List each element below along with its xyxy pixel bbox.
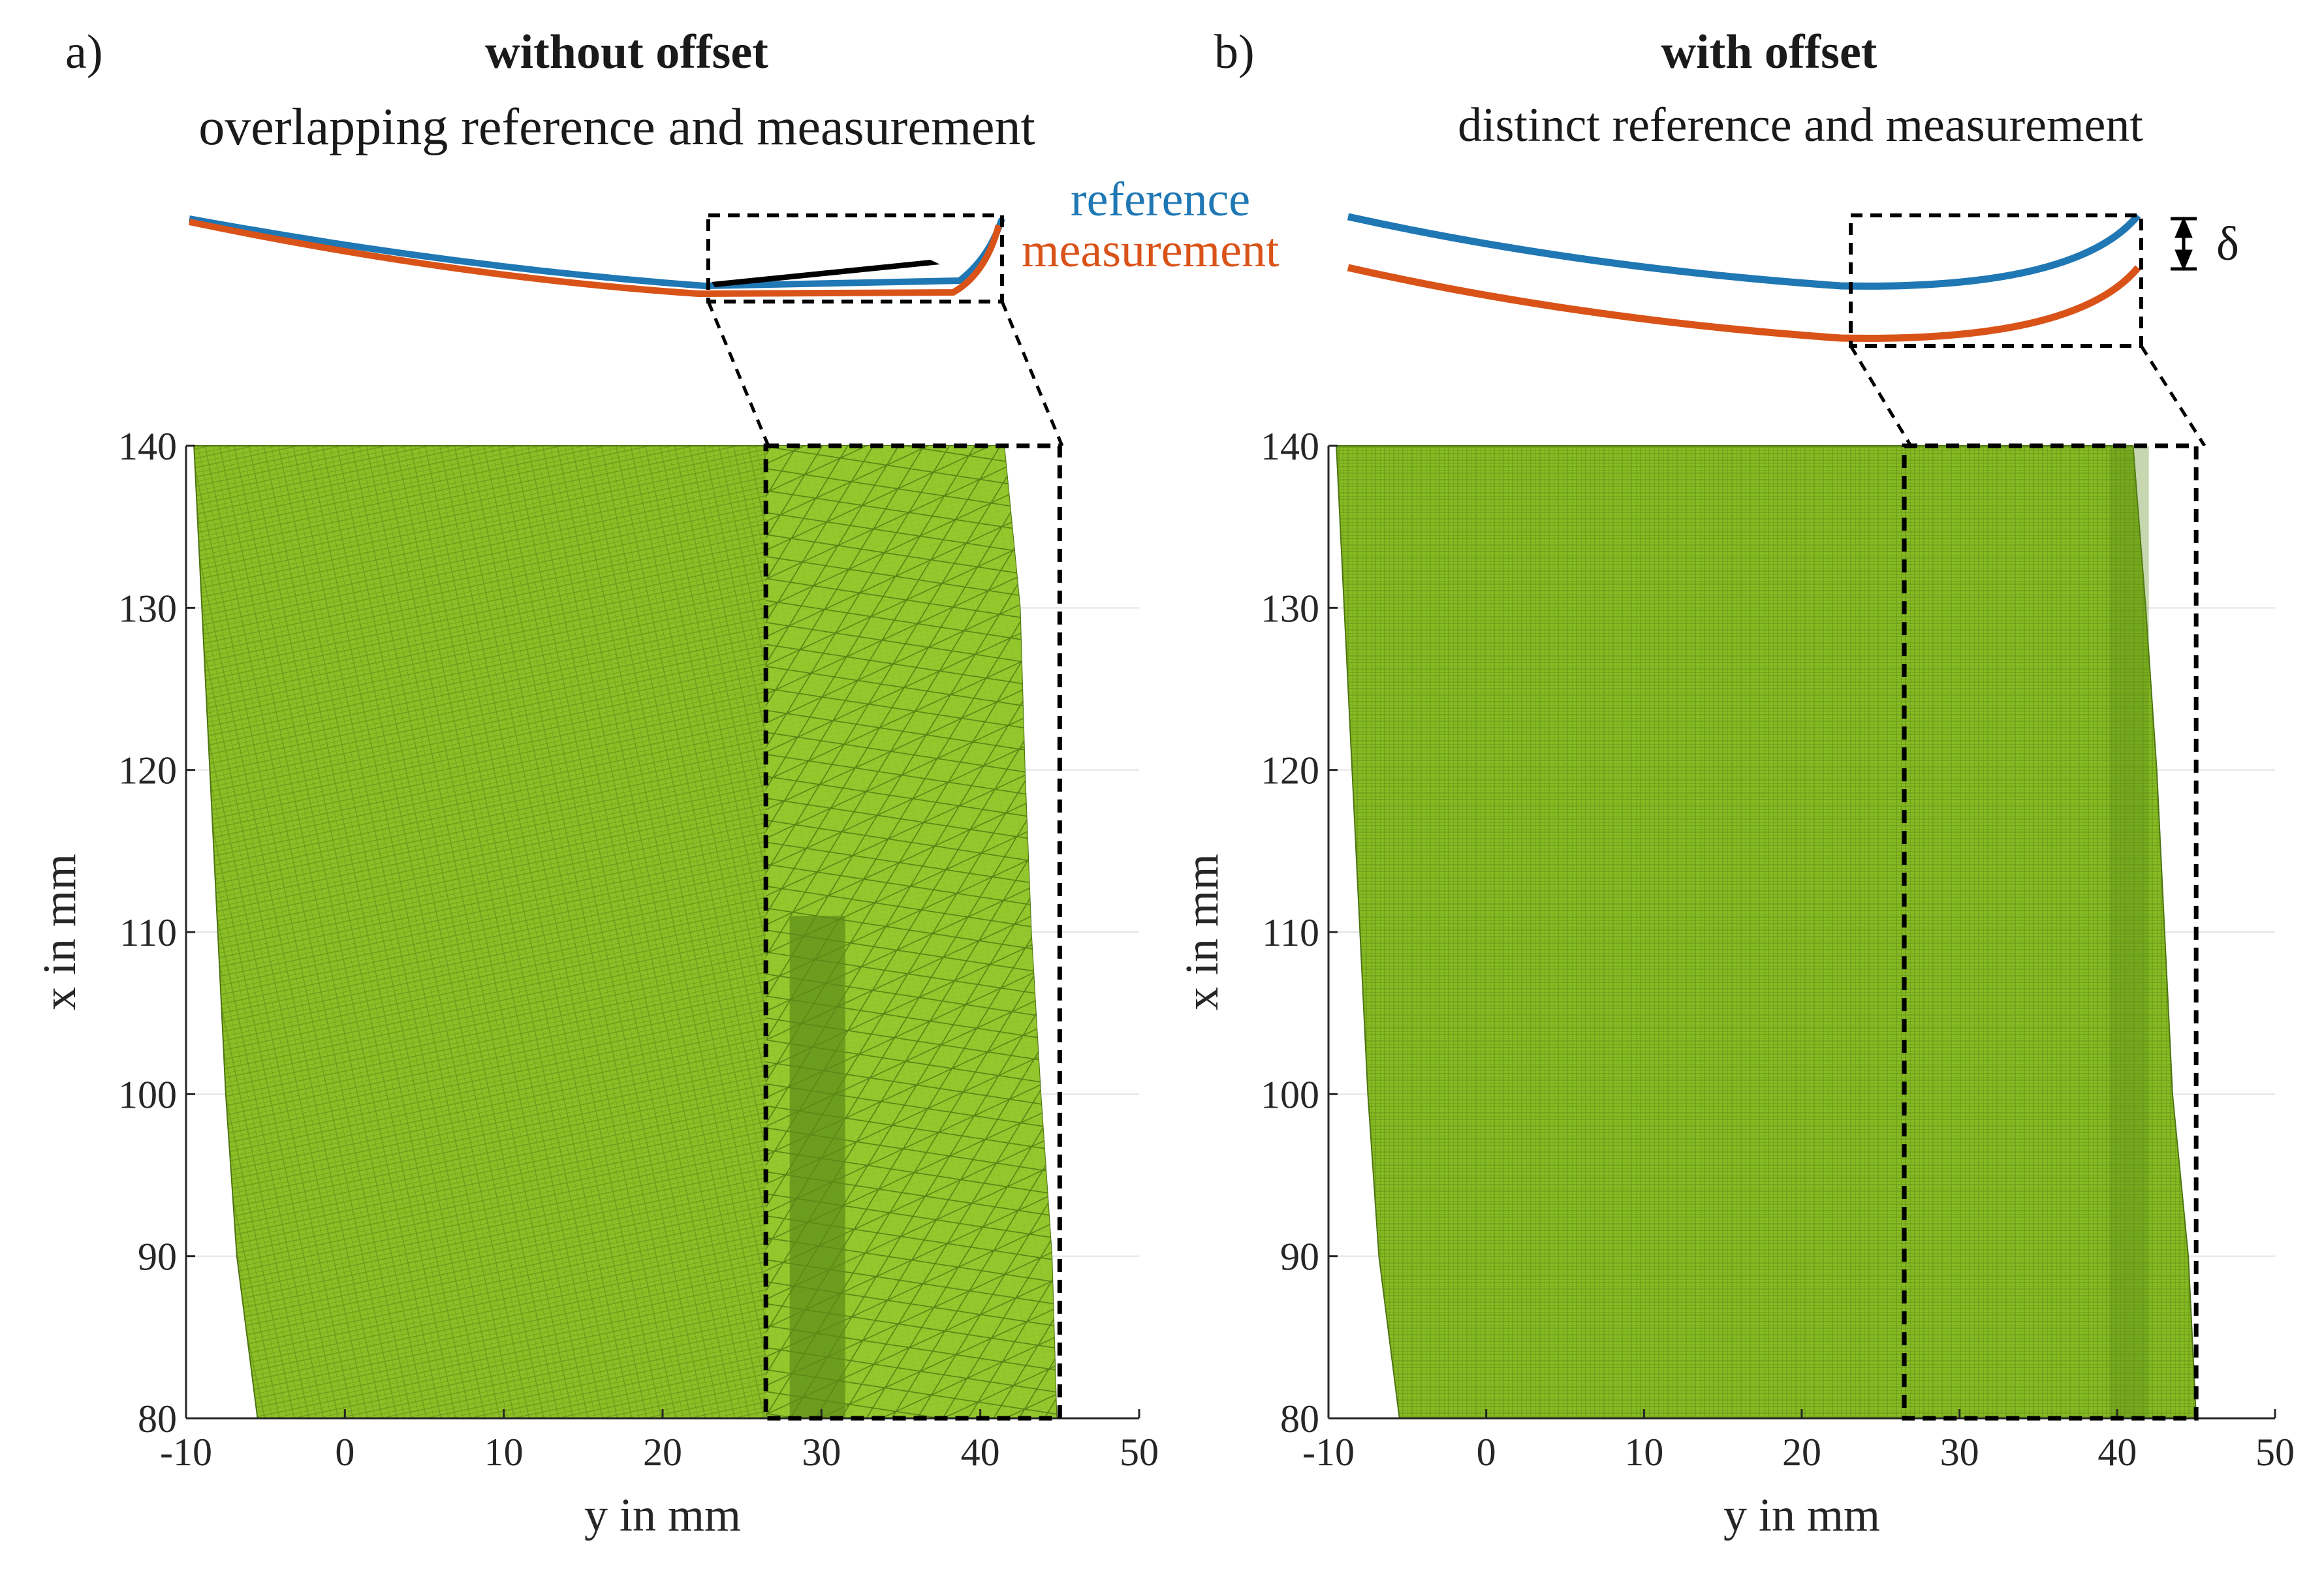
y-tick-label-b: 140 [1261, 425, 1319, 468]
profile-sketch-b [1347, 213, 2197, 348]
panel-a-title: without offset [485, 25, 768, 79]
legend-reference: reference [1071, 173, 1250, 226]
zoom-connectors-a [706, 301, 1064, 446]
zoom-box-top-a [706, 213, 1004, 304]
x-tick-label-b: 40 [2097, 1431, 2137, 1474]
offset-delta-label: δ [2216, 217, 2239, 271]
zoom-box-a [763, 443, 1062, 1421]
x-tick-label-a: 30 [802, 1431, 841, 1474]
x-tick-label-b: 20 [1782, 1431, 1821, 1474]
edge-strip-b [2109, 446, 2149, 1418]
panel-a-subtitle: overlapping reference and measurement [198, 99, 1035, 156]
panel-b-label: b) [1214, 25, 1255, 79]
reference-curve-a [189, 215, 1005, 290]
x-tick-label-a: 40 [961, 1431, 1000, 1474]
y-axis-label-a: x in mm [33, 854, 86, 1010]
x-tick-label-b: 50 [2255, 1431, 2295, 1474]
y-tick-label-a: 80 [138, 1397, 177, 1440]
x-tick-label-a: 50 [1120, 1431, 1159, 1474]
plot-a: -10 0 10 20 30 40 50 80 90 100 110 120 130 140 y in mm… [33, 425, 1159, 1541]
x-axis-label-b: y in mm [1723, 1489, 1880, 1541]
x-axis-label-a: y in mm [584, 1489, 741, 1541]
dark-patch-a [789, 916, 845, 1418]
y-tick-label-a: 90 [138, 1236, 177, 1279]
measurement-curve-a [188, 219, 1002, 298]
y-tick-label-a: 130 [118, 587, 177, 630]
y-tick-label-a: 120 [118, 749, 177, 792]
y-tick-label-a: 110 [119, 911, 177, 954]
deviation-wedge [712, 260, 940, 287]
y-tick-label-a: 140 [118, 425, 177, 468]
x-tick-label-a: -10 [160, 1431, 212, 1474]
plot-b: -10 0 10 20 30 40 50 80 90 100 110 120 130 140 y in mm… [1176, 425, 2295, 1541]
y-tick-label-b: 100 [1261, 1073, 1319, 1116]
y-axis-label-b: x in mm [1176, 854, 1228, 1010]
delta-arrow-icon [2171, 216, 2197, 272]
panel-b-subtitle: distinct reference and measurement [1458, 99, 2143, 152]
x-tick-label-b: 10 [1624, 1431, 1663, 1474]
legend-measurement: measurement [1022, 224, 1280, 277]
y-tick-label-b: 110 [1262, 911, 1319, 954]
zoom-box-b [1902, 443, 2199, 1421]
x-tick-label-a: 20 [643, 1431, 682, 1474]
x-tick-label-b: 30 [1940, 1431, 1979, 1474]
reference-curve-b [1347, 213, 2141, 290]
profile-sketch-a [188, 213, 1005, 304]
y-tick-label-b: 130 [1261, 587, 1319, 630]
zoom-connectors-b [1849, 345, 2206, 447]
x-tick-label-a: 10 [484, 1431, 524, 1474]
x-tick-label-a: 0 [335, 1431, 354, 1474]
x-tick-label-b: -10 [1302, 1431, 1355, 1474]
zoom-box-top-b [1849, 213, 2143, 348]
y-tick-label-a: 100 [118, 1073, 177, 1116]
x-tick-label-b: 0 [1477, 1431, 1496, 1474]
y-tick-label-b: 120 [1261, 749, 1319, 792]
y-tick-label-b: 80 [1280, 1397, 1319, 1440]
panel-a-label: a) [65, 25, 103, 79]
surface-mesh-b [1336, 445, 2197, 1419]
panel-b-title: with offset [1661, 25, 1877, 79]
measurement-curve-b [1347, 264, 2141, 342]
y-tick-label-b: 90 [1280, 1236, 1319, 1279]
